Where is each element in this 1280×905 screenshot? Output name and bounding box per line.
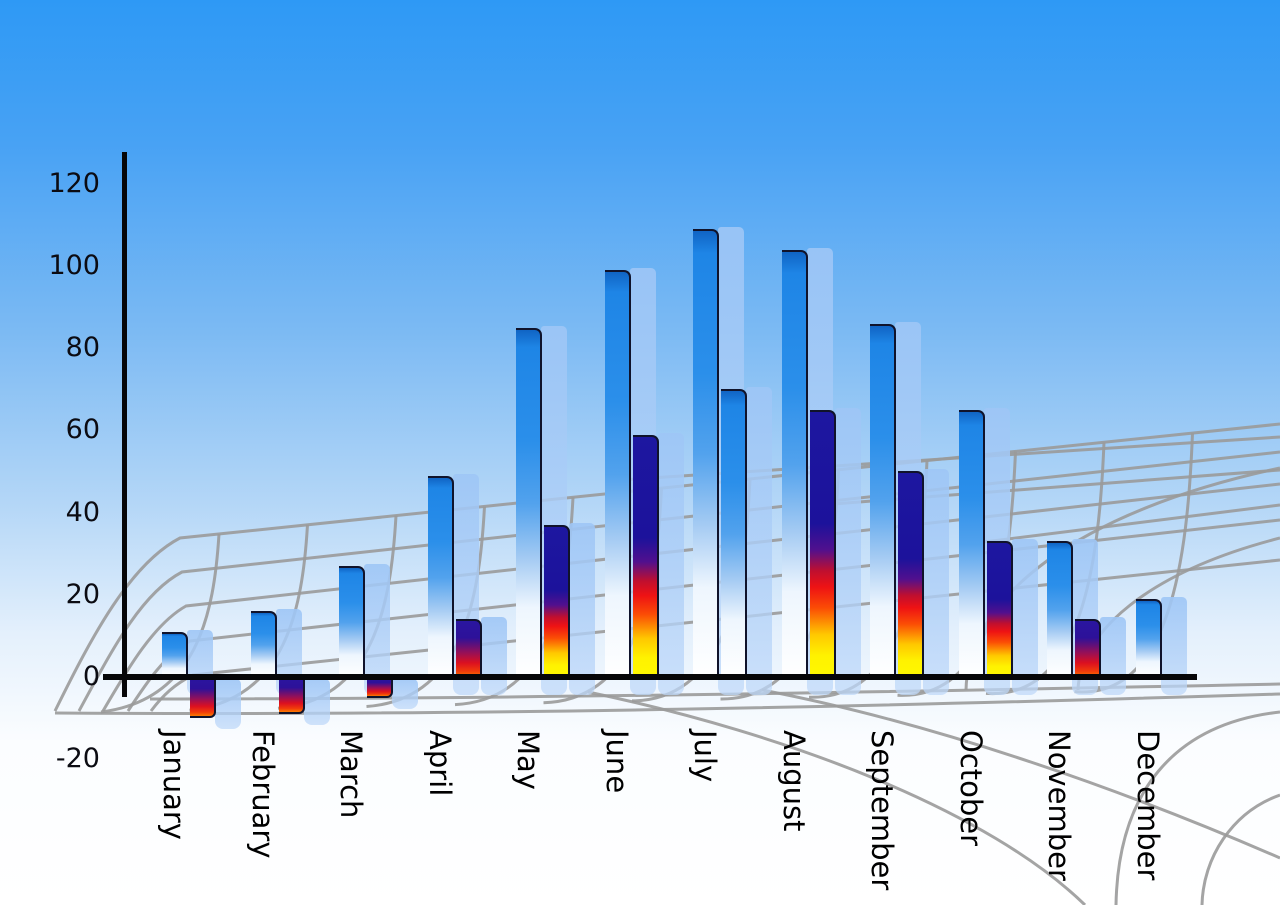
x-axis-label: July [688,730,722,783]
bar-blue [250,611,277,677]
bar-fire [190,677,216,718]
bar-blue [162,632,188,677]
bar-fire [632,435,659,677]
bar-blue [339,566,365,677]
bar-blue [604,270,631,677]
bar-shadow [923,469,949,695]
bar-fire [1075,619,1101,677]
y-tick-label: -20 [55,743,100,775]
bar-blue [516,328,542,677]
y-tick-label: 0 [82,661,100,692]
x-axis-label: November [1042,730,1076,881]
y-tick-label: 60 [65,414,100,446]
bar-shadow [1160,597,1187,695]
x-axis-label: February [245,730,280,859]
bar-fire [455,619,482,677]
y-axis-line [122,152,127,697]
y-tick-label: 100 [48,250,100,281]
bar-shadow [480,617,507,695]
x-axis-label: October [953,730,988,847]
x-axis-label: January [157,730,191,840]
bar-shadow [215,679,241,729]
bar-fire [809,410,836,677]
bar-shadow [746,387,772,695]
y-tick-label: 40 [65,496,100,528]
x-axis-label: May [511,730,545,790]
bar-fire [986,541,1013,677]
bar-blue [781,250,808,677]
bar-blue [693,229,719,677]
x-axis-line [103,674,1197,680]
bar-shadow [392,679,418,709]
y-tick-label: 20 [65,578,100,610]
bar-shadow [569,523,595,695]
bar-fire [278,677,305,714]
bar-shadow [303,679,330,725]
x-axis-label: September [865,730,899,891]
x-axis-label: December [1130,730,1165,881]
bar-fire [367,677,393,698]
bar-blue [427,476,454,677]
x-axis-label: June [599,730,634,794]
x-axis-label: April [422,730,457,797]
bar-blue [958,410,985,677]
bar-shadow [364,564,390,695]
bar-fire [898,471,924,677]
y-tick-label: 80 [65,332,100,364]
bar-blue [1047,541,1073,677]
bar-shadow [657,433,684,695]
bar-shadow [1011,539,1038,695]
bar-blue [721,389,747,677]
x-axis-label: August [776,730,811,832]
y-tick-label: 120 [48,167,100,199]
bar-fire [544,525,570,677]
bar-shadow [834,408,861,695]
x-axis-label: March [334,730,368,819]
bar-blue [870,324,896,677]
bar-blue [1135,599,1162,677]
bar-shadow [1100,617,1126,695]
